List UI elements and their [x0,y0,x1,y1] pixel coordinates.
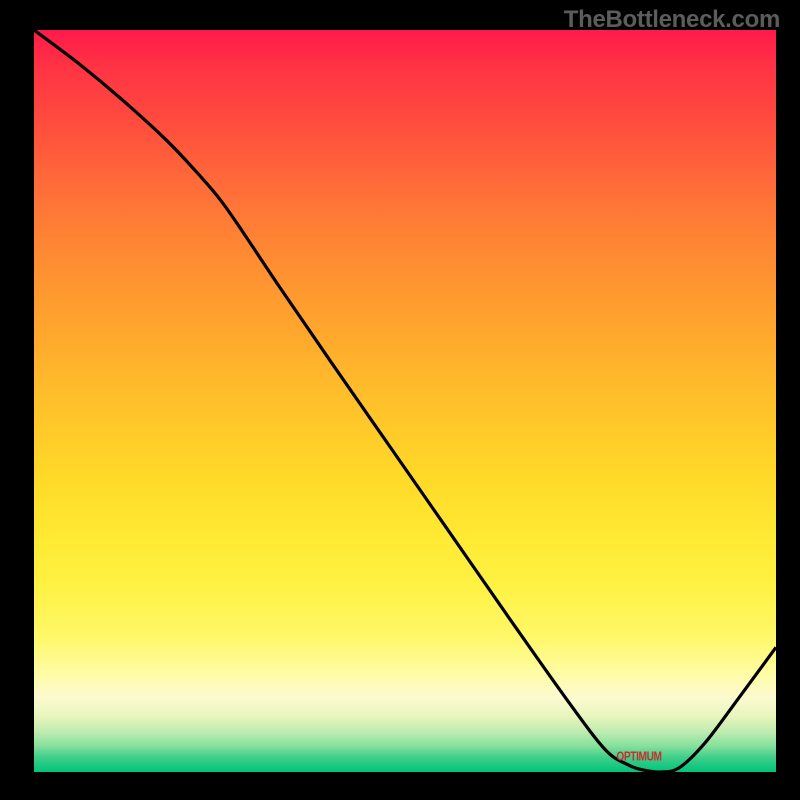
plot-area: OPTIMUM [34,30,776,772]
bottleneck-curve-path [34,30,776,772]
optimum-label: OPTIMUM [616,748,661,763]
bottleneck-curve-svg [34,30,776,772]
chart-container: TheBottleneck.com OPTIMUM [0,0,800,800]
